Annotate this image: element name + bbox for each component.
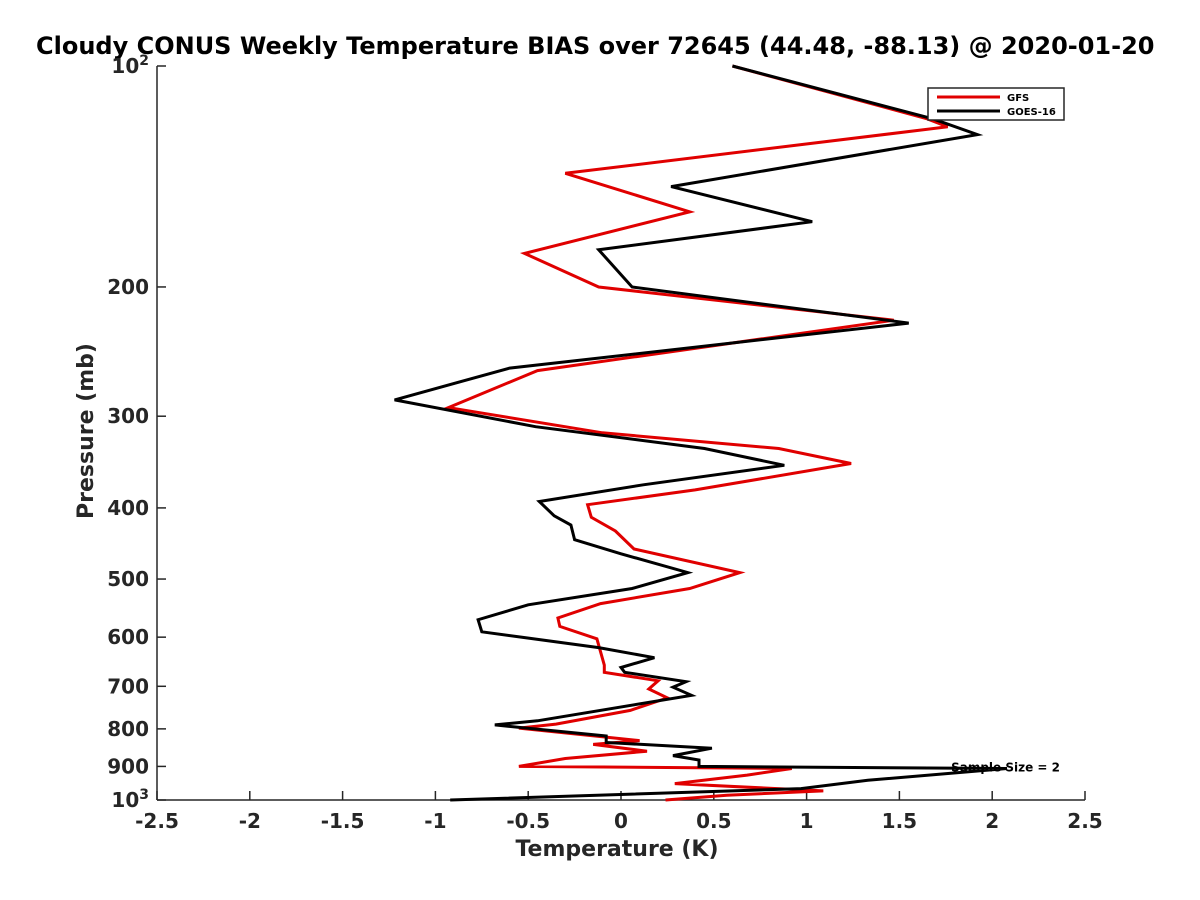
y-tick-label: 500: [107, 567, 149, 591]
x-tick-label: -0.5: [506, 809, 550, 833]
y-tick-label: 200: [107, 275, 149, 299]
y-tick-label: 102: [111, 53, 149, 78]
x-tick-label: 0.5: [696, 809, 731, 833]
legend-box: [927, 87, 1065, 121]
y-tick-label: 103: [111, 787, 149, 812]
x-tick-label: -1: [424, 809, 446, 833]
x-tick-label: -2: [239, 809, 261, 833]
legend-label: GOES-16: [1007, 107, 1056, 118]
legend-label: GFS: [1007, 93, 1029, 104]
x-ticks: -2.5 -2 -1.5 -1 -0.5 0 0.5 1 1.5 2 2.5: [135, 791, 1103, 833]
legend: GFS GOES-16: [927, 87, 1065, 121]
series-line-gfs: [442, 64, 949, 802]
sample-size-annotation: Sample Size = 2: [951, 760, 1060, 774]
x-tick-label: 1.5: [882, 809, 917, 833]
series-layer: [394, 64, 1008, 802]
y-tick-label: 800: [107, 717, 149, 741]
x-tick-label: 2: [985, 809, 999, 833]
y-ticks: 102 200 300 400 500 600 700 800 900 103: [107, 53, 166, 812]
y-tick-label: 900: [107, 754, 149, 778]
plot-area: -2.5 -2 -1.5 -1 -0.5 0 0.5 1 1.5 2 2.5 102 200 300 40…: [107, 53, 1102, 833]
x-tick-label: 1: [800, 809, 814, 833]
x-axis-label: Temperature (K): [515, 837, 718, 862]
series-line-goes-16: [394, 64, 1008, 802]
y-axis-label: Pressure (mb): [74, 343, 99, 519]
x-tick-label: 2.5: [1067, 809, 1102, 833]
x-tick-label: 0: [614, 809, 628, 833]
y-tick-label: 300: [107, 404, 149, 428]
y-tick-label: 400: [107, 496, 149, 520]
x-tick-label: -2.5: [135, 809, 179, 833]
x-tick-label: -1.5: [321, 809, 365, 833]
y-tick-label: 700: [107, 674, 149, 698]
y-tick-label: 600: [107, 625, 149, 649]
chart-title: Cloudy CONUS Weekly Temperature BIAS ove…: [36, 32, 1154, 60]
